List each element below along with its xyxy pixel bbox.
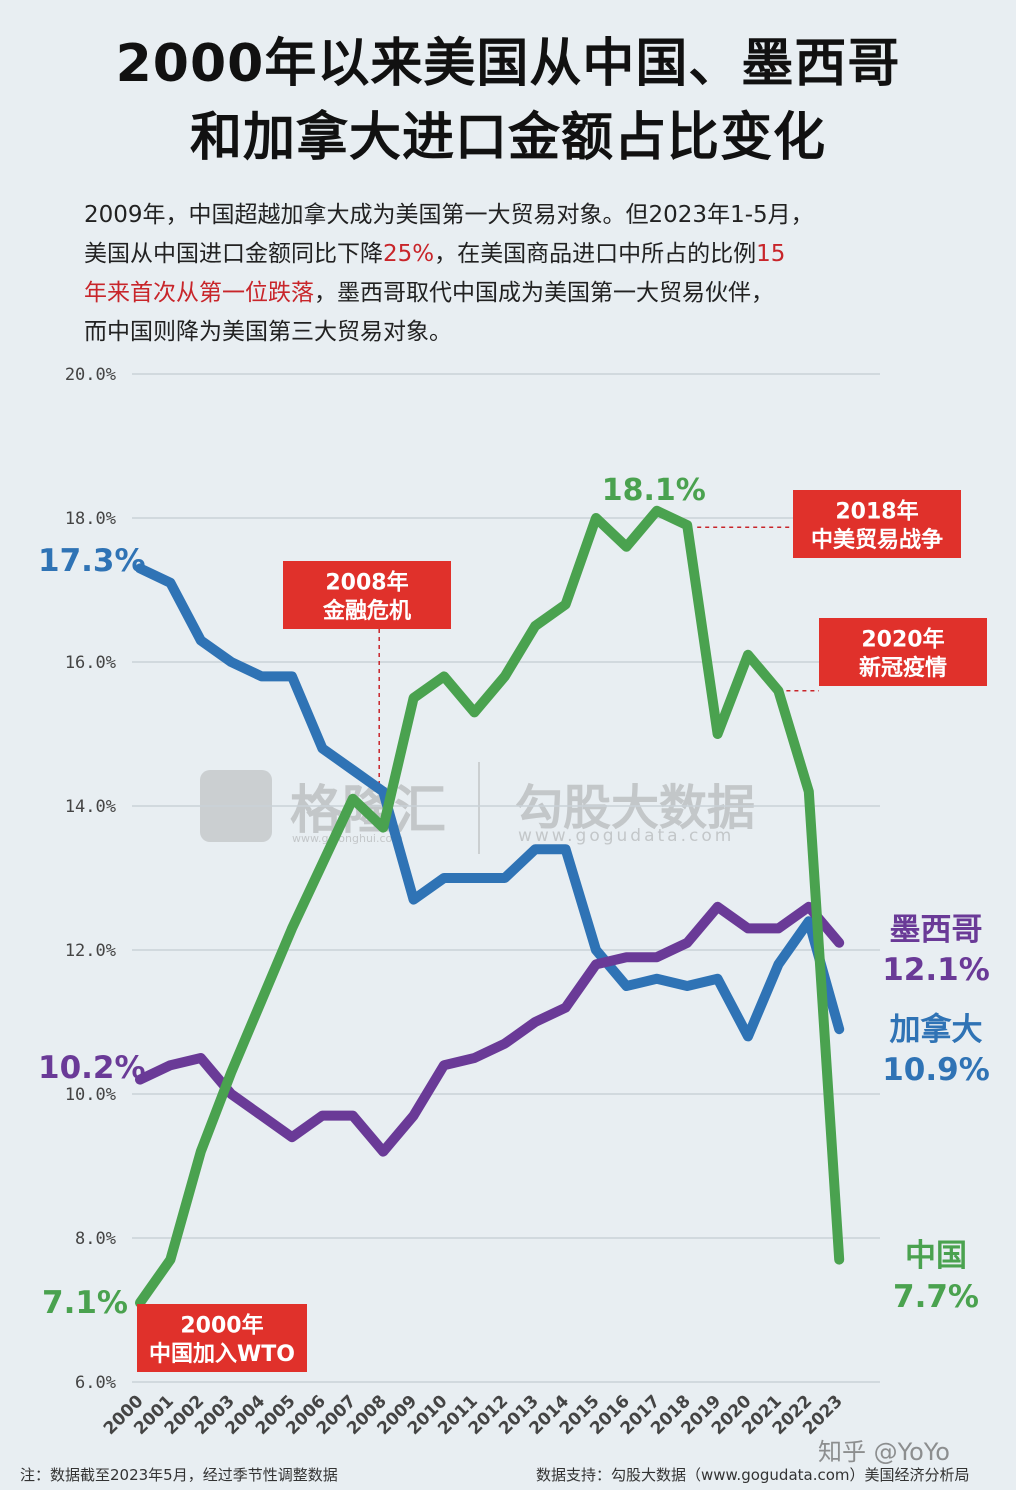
intro-text: ，墨西哥取代中国成为美国第一大贸易伙伴，	[314, 280, 774, 306]
y-tick-label: 18.0%	[65, 509, 116, 529]
title-line-2: 和加拿大进口金额占比变化	[189, 108, 826, 168]
footer-note: 注：数据截至2023年5月，经过季节性调整数据	[20, 1466, 338, 1484]
canada-end-value: 10.9%	[882, 1052, 990, 1088]
annotation-wto-event: 中国加入WTO	[149, 1342, 295, 1367]
annotation-2018-year: 2018年	[835, 499, 918, 525]
china-end-name: 中国	[905, 1238, 967, 1274]
annotation-2008-event: 金融危机	[322, 598, 411, 624]
site-watermark: 知乎 @YoYo	[818, 1438, 950, 1466]
annotation-wto-year: 2000年	[180, 1313, 263, 1339]
y-tick-label: 12.0%	[65, 941, 116, 961]
china-end-value: 7.7%	[893, 1279, 979, 1315]
y-tick-label: 14.0%	[65, 797, 116, 817]
intro-highlight-15: 15	[756, 241, 786, 267]
canada-end-name: 加拿大	[890, 1012, 983, 1048]
footer-source: 数据支持：勾股大数据（www.gogudata.com）美国经济分析局	[536, 1466, 970, 1484]
intro-text: 美国从中国进口金额同比下降	[84, 241, 383, 267]
mexico-start-label: 10.2%	[38, 1050, 146, 1086]
series-line-墨西哥	[135, 901, 845, 1157]
annotation-2020-event: 新冠疫情	[859, 655, 947, 681]
intro-line-3: 年来首次从第一位跌落，墨西哥取代中国成为美国第一大贸易伙伴，	[84, 274, 944, 313]
mexico-end-value: 12.1%	[882, 952, 990, 988]
watermark-divider	[478, 762, 480, 854]
intro-highlight-drop: 年来首次从第一位跌落	[84, 280, 314, 306]
annotation-2020-year: 2020年	[861, 627, 944, 653]
intro-highlight-25: 25%	[383, 241, 435, 267]
annotation-2018-box	[793, 490, 961, 558]
y-tick-label: 8.0%	[75, 1229, 116, 1249]
y-tick-label: 6.0%	[75, 1373, 116, 1393]
china-peak-label: 18.1%	[602, 473, 706, 508]
mexico-end-name: 墨西哥	[890, 912, 983, 948]
annotation-2008-box	[283, 561, 451, 629]
intro-paragraph: 2009年，中国超越加拿大成为美国第一大贸易对象。但2023年1-5月， 美国从…	[84, 196, 944, 352]
y-tick-label: 16.0%	[65, 653, 116, 673]
china-start-label: 7.1%	[42, 1285, 128, 1321]
watermark-left-url: www.gelonghui.com	[292, 832, 403, 845]
watermark-right-name: 勾股大数据	[515, 780, 756, 836]
annotation-2008-year: 2008年	[325, 570, 408, 596]
intro-line-4: 而中国则降为美国第三大贸易对象。	[84, 319, 452, 345]
series-line-中国	[135, 505, 845, 1308]
intro-text: ，在美国商品进口中所占的比例	[434, 241, 757, 267]
canada-start-label: 17.3%	[38, 543, 146, 579]
y-tick-label: 10.0%	[65, 1085, 116, 1105]
watermark-right-url: www.gogudata.com	[518, 826, 735, 846]
annotation-wto-box	[137, 1304, 307, 1372]
intro-line-1: 2009年，中国超越加拿大成为美国第一大贸易对象。但2023年1-5月，	[84, 202, 814, 228]
y-tick-label: 20.0%	[65, 365, 116, 385]
intro-line-2: 美国从中国进口金额同比下降25%，在美国商品进口中所占的比例15	[84, 235, 944, 274]
series-line-加拿大	[135, 563, 845, 1042]
title-line-1: 2000年以来美国从中国、墨西哥	[115, 34, 901, 94]
annotation-2020-box	[819, 618, 987, 686]
annotation-2018-event: 中美贸易战争	[811, 527, 943, 553]
